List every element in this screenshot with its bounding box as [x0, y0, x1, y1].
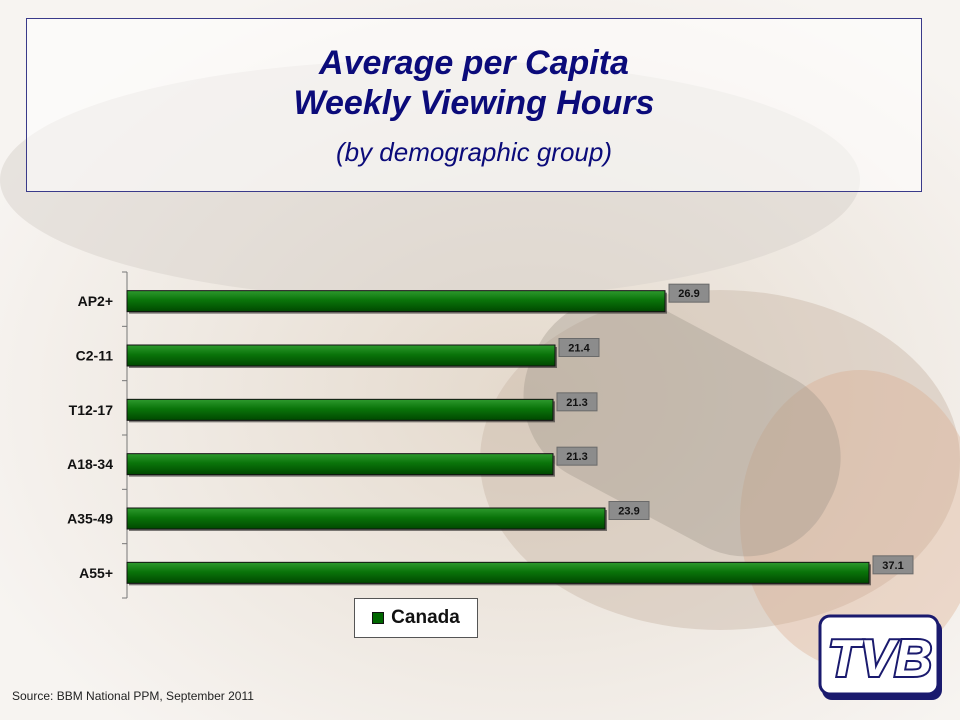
- category-label: AP2+: [78, 293, 113, 309]
- category-label: C2-11: [76, 348, 114, 364]
- value-label-box: [556, 446, 598, 466]
- bar-c2-11: [126, 344, 556, 367]
- bar-t12-17: [126, 398, 554, 421]
- value-label-box: [872, 555, 914, 575]
- value-label: 26.9: [678, 288, 699, 300]
- title-box: Average per Capita Weekly Viewing Hours …: [26, 18, 922, 192]
- bar-a18-34: [126, 453, 554, 476]
- svg-text:TVB: TVB: [828, 630, 932, 688]
- value-label-box: [668, 283, 710, 303]
- bar-a55-: [126, 561, 870, 584]
- chart-title-line-2: Weekly Viewing Hours: [293, 84, 655, 122]
- value-label-box: [558, 338, 600, 357]
- chart-subtitle: (by demographic group): [335, 137, 613, 167]
- bar-a35-49: [126, 507, 606, 530]
- value-label: 21.3: [566, 451, 587, 463]
- category-label: A55+: [79, 565, 113, 581]
- source-note: Source: BBM National PPM, September 2011: [12, 689, 254, 703]
- legend-swatch-canada: [372, 612, 385, 624]
- chart-legend: Canada: [354, 598, 478, 638]
- category-label: T12-17: [69, 402, 114, 418]
- bar-ap2-: [126, 290, 666, 313]
- value-label: 23.9: [618, 506, 639, 518]
- value-label-box: [556, 392, 598, 412]
- category-label: A18-34: [67, 456, 113, 472]
- value-label: 37.1: [882, 560, 903, 572]
- tvb-logo: TVB: [818, 614, 942, 700]
- value-label: 21.3: [566, 397, 587, 409]
- value-label: 21.4: [568, 343, 590, 355]
- value-label-box: [608, 501, 650, 520]
- category-label: A35-49: [67, 511, 113, 527]
- legend-label-canada: Canada: [391, 607, 460, 628]
- chart-title-line-1: Average per Capita: [319, 44, 629, 82]
